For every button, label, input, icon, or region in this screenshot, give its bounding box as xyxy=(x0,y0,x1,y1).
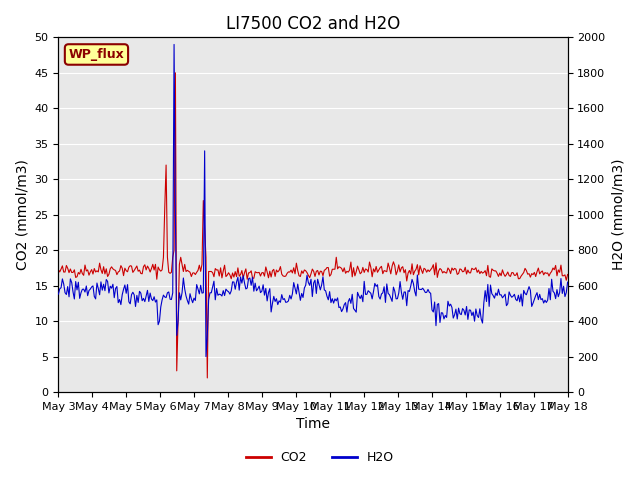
Title: LI7500 CO2 and H2O: LI7500 CO2 and H2O xyxy=(226,15,400,33)
Legend: CO2, H2O: CO2, H2O xyxy=(241,446,399,469)
X-axis label: Time: Time xyxy=(296,418,330,432)
Text: WP_flux: WP_flux xyxy=(68,48,124,61)
Y-axis label: CO2 (mmol/m3): CO2 (mmol/m3) xyxy=(15,159,29,270)
Y-axis label: H2O (mmol/m3): H2O (mmol/m3) xyxy=(611,159,625,270)
